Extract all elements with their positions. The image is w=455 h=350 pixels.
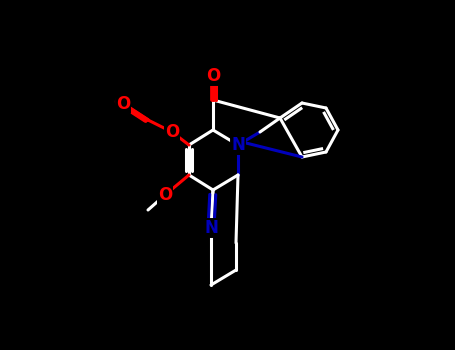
Text: N: N [231,136,245,154]
Text: N: N [204,219,218,237]
Text: O: O [158,186,172,204]
Text: N: N [204,219,218,237]
Text: O: O [158,186,172,204]
Text: O: O [165,123,179,141]
Text: N: N [231,136,245,154]
Text: O: O [206,67,220,85]
Text: O: O [116,95,130,113]
Text: O: O [113,94,127,112]
Text: O: O [206,67,220,85]
Text: O: O [165,123,179,141]
